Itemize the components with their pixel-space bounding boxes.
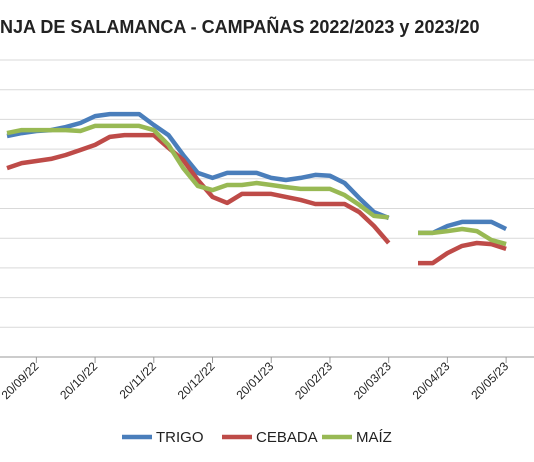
legend-label: CEBADA xyxy=(256,429,318,446)
x-tick-label: 20/10/22 xyxy=(57,359,100,402)
legend-label: MAÍZ xyxy=(356,429,392,446)
x-tick-label: 20/03/23 xyxy=(351,359,394,402)
legend-label: TRIGO xyxy=(156,429,204,446)
x-tick-label: 20/09/22 xyxy=(0,359,42,402)
chart-title: NJA DE SALAMANCA - CAMPAÑAS 2022/2023 y … xyxy=(0,16,480,37)
x-tick-label: 20/04/23 xyxy=(410,359,453,402)
series-line xyxy=(6,123,507,247)
x-tick-label: 20/12/22 xyxy=(175,359,218,402)
x-tick-label: 20/05/23 xyxy=(468,359,511,402)
x-tick-label: 20/11/22 xyxy=(117,359,160,402)
series-line xyxy=(6,132,507,266)
x-tick-label: 20/01/23 xyxy=(233,359,276,402)
x-tick-label: 20/02/23 xyxy=(292,359,335,402)
